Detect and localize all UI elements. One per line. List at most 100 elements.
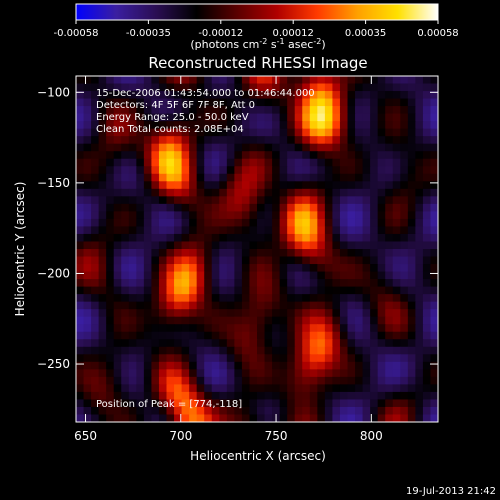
heatmap-cell <box>332 136 341 145</box>
heatmap-cell <box>211 76 220 85</box>
heatmap-cell <box>377 406 386 416</box>
heatmap-cell <box>400 324 409 333</box>
heatmap-cell <box>264 376 273 385</box>
heatmap-cell <box>174 128 183 137</box>
heatmap-cell <box>362 151 371 160</box>
heatmap-cell <box>158 294 168 303</box>
heatmap-cell <box>339 309 349 318</box>
heatmap-cell <box>249 406 258 416</box>
heatmap-cell <box>121 279 130 288</box>
heatmap-cell <box>234 316 243 325</box>
heatmap-cell <box>400 188 409 197</box>
heatmap-cell <box>279 414 288 422</box>
y-axis: −100−150−200−250 <box>37 85 438 371</box>
heatmap-cell <box>257 301 266 310</box>
heatmap-cell <box>279 399 288 408</box>
heatmap-cell <box>226 113 235 122</box>
heatmap-cell <box>166 331 175 340</box>
heatmap-cell <box>166 188 175 197</box>
heatmap-cell <box>302 346 311 355</box>
heatmap-cell <box>294 196 303 205</box>
heatmap-cell <box>189 301 198 310</box>
heatmap-cell <box>257 241 266 250</box>
heatmap-cell <box>249 196 258 205</box>
heatmap-cell <box>181 76 190 85</box>
heatmap-cell <box>83 384 92 393</box>
heatmap-cell <box>204 346 213 355</box>
heatmap-cell <box>226 384 235 393</box>
heatmap-cell <box>106 166 115 175</box>
heatmap-cell <box>196 414 205 422</box>
heatmap-cell <box>377 158 386 167</box>
heatmap-cell <box>143 121 153 130</box>
heatmap-cell <box>347 309 356 318</box>
heatmap-cell <box>234 301 243 310</box>
heatmap-cell <box>249 98 258 107</box>
heatmap-cell <box>347 113 356 122</box>
heatmap-cell <box>98 324 107 333</box>
heatmap-cell <box>385 151 394 160</box>
heatmap-cell <box>91 279 100 288</box>
heatmap-cell <box>287 384 296 393</box>
heatmap-cell <box>136 121 145 130</box>
heatmap-cell <box>128 151 137 160</box>
heatmap-cell <box>76 414 85 422</box>
heatmap-cell <box>422 301 432 310</box>
heatmap-cell <box>151 301 160 310</box>
heatmap-cell <box>106 151 115 160</box>
heatmap-cell <box>83 98 92 107</box>
heatmap-cell <box>151 196 160 205</box>
heatmap-cell <box>249 369 258 378</box>
heatmap-cell <box>407 151 416 160</box>
heatmap-cell <box>309 369 318 378</box>
heatmap-cell <box>355 354 364 363</box>
heatmap-cell <box>226 211 235 220</box>
heatmap-cell <box>370 316 379 325</box>
heatmap-cell <box>355 399 364 408</box>
heatmap-cell <box>264 324 273 333</box>
heatmap-cell <box>181 151 190 160</box>
heatmap-cell <box>83 106 92 115</box>
heatmap-cell <box>355 233 364 243</box>
heatmap-cell <box>181 354 190 363</box>
heatmap-cell <box>219 264 228 273</box>
heatmap-cell <box>121 399 130 408</box>
heatmap-cell <box>181 324 190 333</box>
heatmap-cell <box>377 113 386 122</box>
heatmap-cell <box>136 218 145 228</box>
heatmap-cell <box>113 309 122 318</box>
heatmap-cell <box>407 173 416 182</box>
heatmap-cell <box>174 331 183 340</box>
heatmap-cell <box>204 339 213 348</box>
heatmap-cell <box>392 136 401 145</box>
heatmap-cell <box>241 188 251 197</box>
heatmap-cell <box>181 241 190 250</box>
heatmap-cell <box>121 361 130 370</box>
heatmap-cell <box>128 181 137 190</box>
heatmap-cell <box>98 158 107 167</box>
heatmap-cell <box>407 91 416 100</box>
heatmap-cell <box>422 166 432 175</box>
heatmap-cell <box>234 331 243 340</box>
heatmap-cell <box>106 211 115 220</box>
heatmap-cell <box>83 218 92 228</box>
heatmap-cell <box>151 354 160 363</box>
heatmap-cell <box>287 271 296 280</box>
heatmap-cell <box>91 128 100 137</box>
heatmap-cell <box>76 151 85 160</box>
heatmap-cell <box>264 158 273 167</box>
heatmap-cell <box>332 91 341 100</box>
heatmap-cell <box>226 106 235 115</box>
heatmap-cell <box>136 91 145 100</box>
heatmap-cell <box>181 361 190 370</box>
heatmap-cell <box>98 309 107 318</box>
heatmap-cell <box>113 346 122 355</box>
heatmap-cell <box>143 346 153 355</box>
heatmap-cell <box>370 339 379 348</box>
heatmap-cell <box>407 136 416 145</box>
heatmap-cell <box>287 391 296 401</box>
heatmap-cell <box>189 384 198 393</box>
heatmap-cell <box>189 406 198 416</box>
heatmap-cell <box>264 76 273 85</box>
heatmap-cell <box>400 233 409 243</box>
